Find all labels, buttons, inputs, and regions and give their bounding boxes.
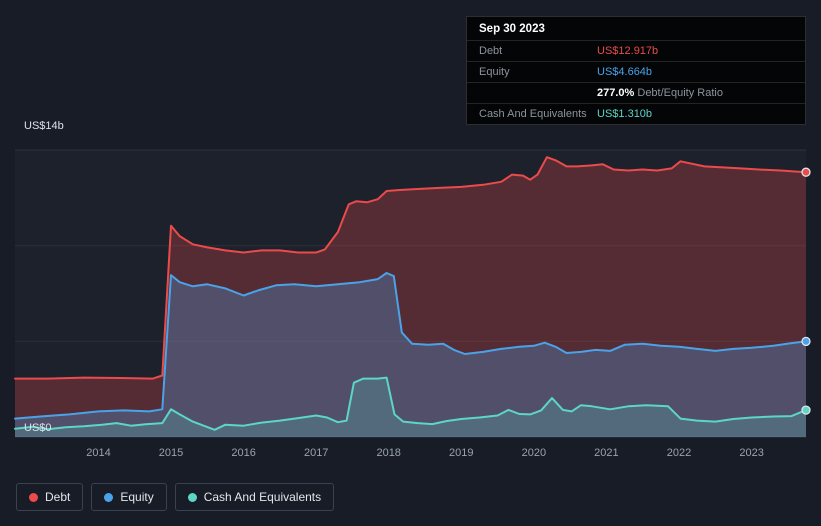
tooltip-ratio-row: 277.0% Debt/Equity Ratio (467, 82, 805, 103)
tooltip-equity-value: US$4.664b (597, 66, 653, 78)
x-tick-label: 2015 (159, 447, 183, 459)
y-axis-min-label: US$0 (24, 422, 52, 434)
x-tick-label: 2016 (231, 447, 255, 459)
tooltip-ratio-value: 277.0% Debt/Equity Ratio (597, 87, 793, 99)
cash-and-equivalents-line (14, 376, 807, 431)
x-tick-label: 2023 (739, 447, 763, 459)
chart-legend: Debt Equity Cash And Equivalents (16, 483, 335, 511)
x-tick-label: 2019 (449, 447, 473, 459)
x-tick-label: 2022 (667, 447, 691, 459)
x-tick-label: 2021 (594, 447, 618, 459)
tooltip-ratio-caption: Debt/Equity Ratio (634, 87, 723, 99)
legend-item-label: Cash And Equivalents (203, 490, 322, 504)
tooltip-date: Sep 30 2023 (479, 23, 545, 35)
debt-endpoint-dot[interactable] (801, 167, 811, 177)
legend-item-equity[interactable]: Equity (91, 483, 167, 511)
tooltip-cash-value: US$1.310b (597, 108, 653, 120)
debt-area (15, 157, 806, 437)
chart-tooltip: Sep 30 2023 Debt US$12.917b Equity US$4.… (466, 16, 806, 125)
x-tick-label: 2018 (376, 447, 400, 459)
tooltip-cash-row: Cash And Equivalents US$1.310b (467, 103, 805, 124)
debt-line (14, 156, 807, 380)
equity-line (14, 272, 807, 420)
legend-item-label: Equity (120, 490, 154, 504)
tooltip-ratio-percent: 277.0% (597, 87, 635, 99)
x-tick-label: 2017 (304, 447, 328, 459)
equity-endpoint-dot[interactable] (801, 336, 811, 347)
y-axis-max-label: US$14b (24, 120, 64, 132)
tooltip-equity-row: Equity US$4.664b (467, 61, 805, 82)
cash-legend-dot-icon (187, 492, 197, 502)
equity-legend-dot-icon (104, 492, 114, 502)
equity-area (15, 273, 806, 437)
legend-item-label: Debt (45, 490, 71, 504)
tooltip-equity-label: Equity (479, 66, 510, 78)
x-tick-label: 2020 (522, 447, 546, 459)
tooltip-debt-row: Debt US$12.917b (467, 40, 805, 61)
cash-and-equivalents-endpoint-dot[interactable] (801, 405, 811, 415)
legend-item-cash-and-equivalents[interactable]: Cash And Equivalents (174, 483, 335, 511)
debt-legend-dot-icon (29, 492, 38, 502)
cash-and-equivalents-area (15, 377, 806, 437)
tooltip-cash-label: Cash And Equivalents (479, 108, 587, 120)
legend-item-debt[interactable]: Debt (16, 483, 84, 511)
tooltip-debt-label: Debt (479, 45, 503, 57)
x-tick-label: 2014 (86, 447, 110, 459)
tooltip-debt-value: US$12.917b (597, 45, 659, 57)
